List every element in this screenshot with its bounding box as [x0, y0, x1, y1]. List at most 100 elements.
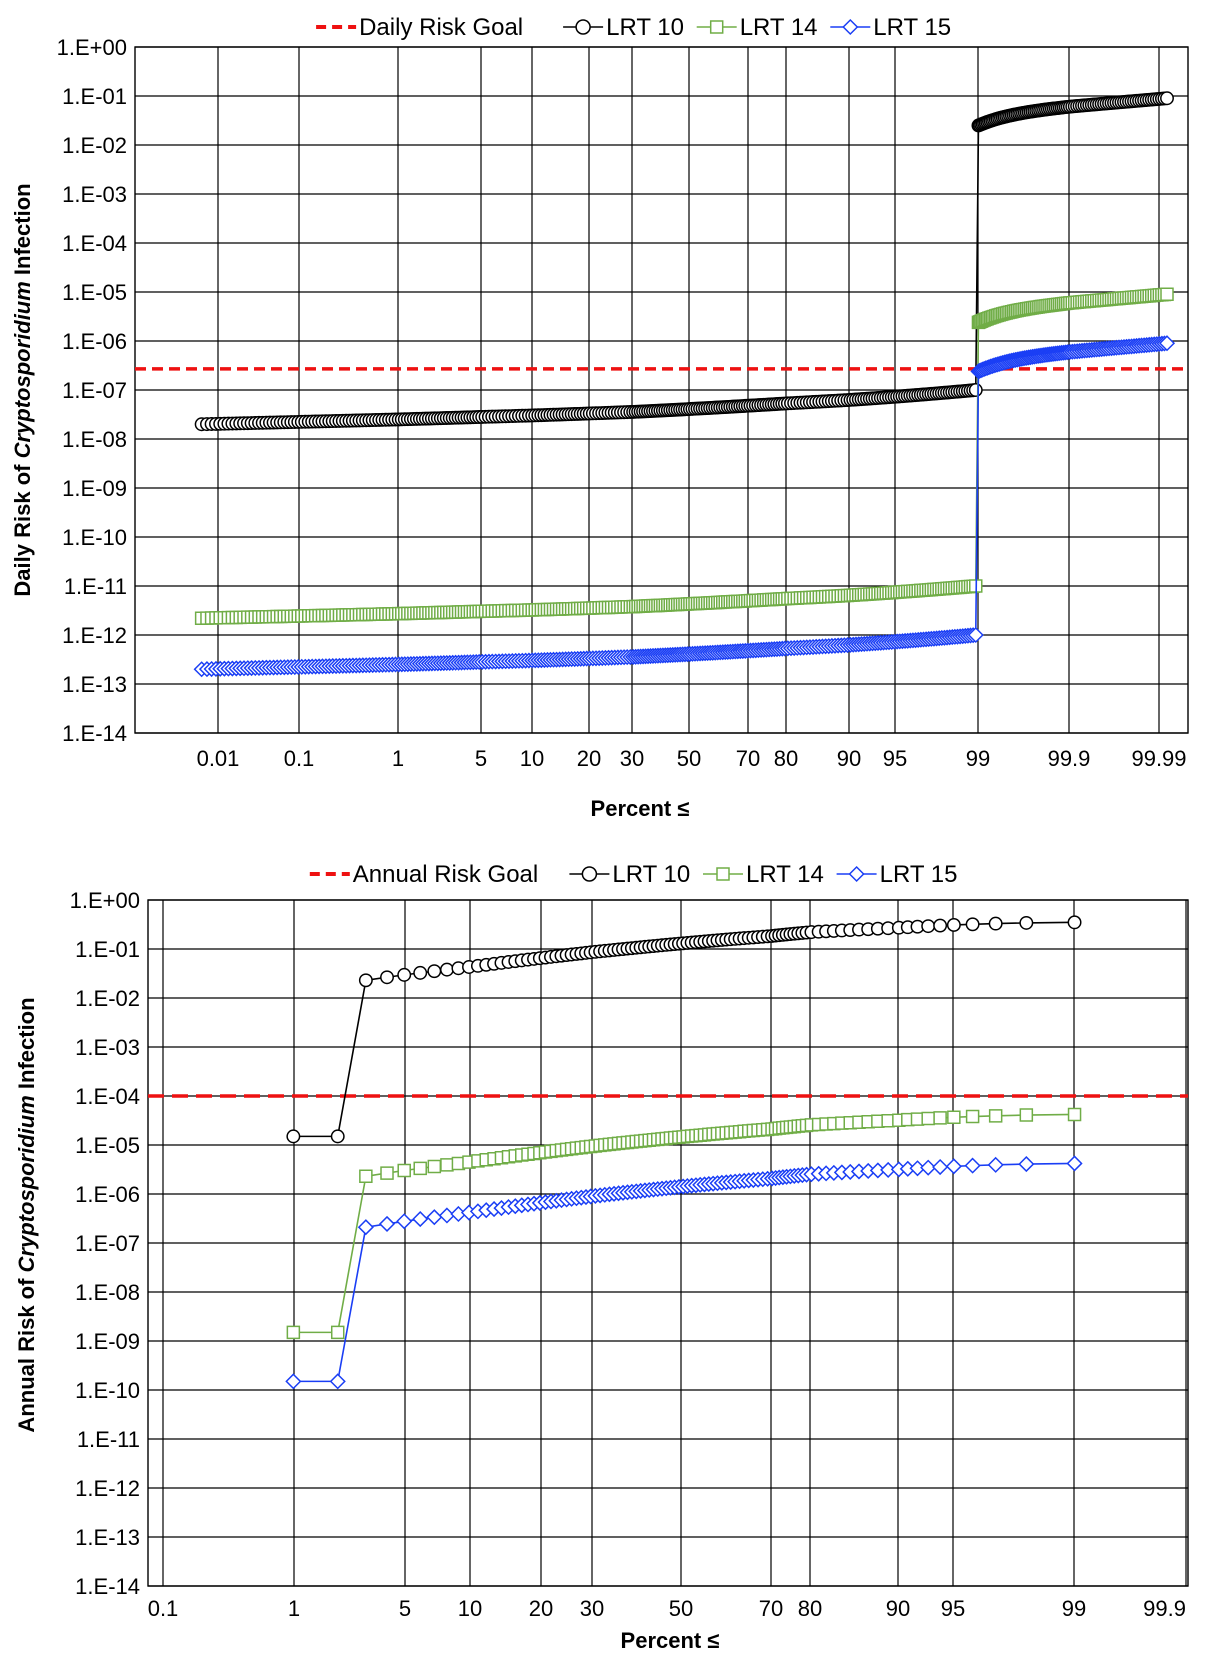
- annual-lrt15-point-7: [438, 1207, 456, 1224]
- daily-ytick-13: 1.E-01: [62, 84, 127, 109]
- annual-legend-item-2: LRT 14: [703, 861, 824, 888]
- annual-legend-label-2: LRT 14: [746, 861, 824, 888]
- daily-xtick-7: 50: [677, 746, 701, 771]
- annual-lrt10-point-2: [358, 973, 373, 988]
- annual-lrt10-point-93: [921, 919, 936, 934]
- annual-y-axis-title: Annual Risk of Cryptosporidium Infection: [14, 997, 39, 1432]
- annual-chart: 1.E-14 1.E-13 1.E-12 1.E-11 1.E-10 1.E-09 1.E-…: [14, 861, 1189, 1653]
- daily-xtick-13: 99.9: [1048, 746, 1091, 771]
- annual-ytick-8: 1.E-06: [75, 1182, 140, 1207]
- annual-ytick-11: 1.E-03: [75, 1035, 140, 1060]
- daily-ytick-14: 1.E+00: [57, 35, 127, 60]
- annual-lrt15-point-93: [920, 1159, 937, 1176]
- daily-legend-item-1: LRT 10: [563, 14, 684, 41]
- daily-lrt15-point-349: [1158, 335, 1176, 352]
- annual-lrt14-point-1: [330, 1325, 345, 1340]
- annual-legend-marker-2: [716, 867, 730, 881]
- annual-lrt15-point-99: [1066, 1155, 1083, 1172]
- annual-ytick-4: 1.E-10: [75, 1378, 140, 1403]
- annual-legend-item-3: LRT 15: [836, 861, 958, 888]
- annual-xtick-9: 90: [886, 1596, 910, 1621]
- annual-lrt15-point-2: [357, 1219, 374, 1236]
- daily-lrt10-point-349: [1160, 91, 1174, 106]
- daily-y-axis-title-part-1: Cryptosporidium: [10, 281, 35, 458]
- annual-lrt14-point-5: [413, 1161, 427, 1176]
- annual-lrt14-point-2: [359, 1169, 373, 1184]
- annual-lrt10-point-95: [946, 918, 961, 932]
- annual-ytick-9: 1.E-05: [75, 1133, 140, 1158]
- daily-ytick-9: 1.E-05: [62, 280, 127, 305]
- annual-lrt15-line: [293, 1162, 1075, 1383]
- annual-lrt10-point-96: [965, 917, 980, 932]
- daily-legend-label-1: LRT 10: [606, 14, 684, 41]
- annual-y-axis-title-part-2: Infection: [14, 997, 39, 1095]
- annual-lrt10-point-99: [1067, 915, 1082, 930]
- annual-lrt14-point-96: [965, 1109, 980, 1124]
- annual-lrt15-point-5: [412, 1211, 429, 1228]
- annual-lrt14-point-93: [921, 1111, 935, 1126]
- daily-xtick-2: 1: [392, 746, 404, 771]
- annual-xtick-11: 99: [1062, 1596, 1086, 1621]
- daily-xtick-1: 0.1: [284, 746, 315, 771]
- daily-xtick-0: 0.01: [197, 746, 240, 771]
- annual-lrt15-point-97: [987, 1156, 1004, 1173]
- annual-lrt10-point-6: [427, 964, 442, 979]
- daily-legend-marker-2: [709, 20, 724, 34]
- annual-lrt15-point-1: [329, 1373, 346, 1390]
- daily-xtick-9: 80: [774, 746, 798, 771]
- daily-lrt15-point-259: [967, 626, 984, 644]
- annual-lrt10-point-5: [413, 965, 428, 980]
- daily-legend-label-2: LRT 14: [740, 14, 818, 41]
- daily-chart: 1.E-14 1.E-13 1.E-12 1.E-11 1.E-10 1.E-09 1.E-…: [10, 14, 1189, 821]
- annual-y-axis-title-part-0: Annual Risk of: [14, 1272, 39, 1432]
- daily-xtick-5: 20: [577, 746, 601, 771]
- annual-ytick-7: 1.E-07: [75, 1231, 140, 1256]
- daily-legend-item-0: Daily Risk Goal: [316, 14, 523, 41]
- annual-lrt15-point-3: [378, 1215, 396, 1232]
- daily-ytick-7: 1.E-07: [62, 378, 127, 403]
- daily-xtick-10: 90: [837, 746, 861, 771]
- annual-lrt14-point-99: [1067, 1107, 1082, 1122]
- annual-lrt14-point-4: [397, 1163, 411, 1178]
- annual-lrt14-point-97: [988, 1109, 1003, 1123]
- daily-xtick-3: 5: [475, 746, 487, 771]
- daily-xtick-4: 10: [520, 746, 544, 771]
- annual-lrt10-line: [293, 921, 1075, 1138]
- annual-legend-label-3: LRT 15: [880, 861, 958, 888]
- annual-legend-marker-3: [848, 865, 865, 883]
- daily-ytick-6: 1.E-08: [62, 427, 127, 452]
- annual-ytick-1: 1.E-13: [75, 1525, 140, 1550]
- annual-legend-label-0: Annual Risk Goal: [353, 861, 538, 888]
- daily-lrt10-line: [201, 97, 1168, 426]
- annual-ytick-12: 1.E-02: [75, 986, 140, 1011]
- annual-y-axis-title-part-1: Cryptosporidium: [14, 1095, 39, 1272]
- daily-ytick-8: 1.E-06: [62, 329, 127, 354]
- annual-xtick-1: 1: [288, 1596, 300, 1621]
- annual-lrt14-point-8: [451, 1156, 466, 1171]
- annual-xtick-8: 80: [798, 1596, 822, 1621]
- annual-lrt10-point-4: [397, 967, 412, 982]
- annual-lrt15-point-94: [932, 1158, 949, 1176]
- daily-y-axis-title: Daily Risk of Cryptosporidium Infection: [10, 183, 35, 596]
- annual-ytick-14: 1.E+00: [70, 888, 140, 913]
- annual-ytick-2: 1.E-12: [75, 1476, 140, 1501]
- daily-xtick-11: 95: [883, 746, 907, 771]
- daily-ytick-0: 1.E-14: [62, 721, 127, 746]
- annual-x-axis-title: Percent ≤: [621, 1628, 720, 1653]
- annual-lrt10-point-7: [439, 962, 454, 977]
- annual-lrt15-point-96: [964, 1157, 981, 1174]
- annual-legend-item-1: LRT 10: [569, 861, 690, 888]
- annual-lrt10-point-0: [286, 1129, 301, 1144]
- daily-ytick-3: 1.E-11: [64, 574, 127, 599]
- annual-xtick-12: 99.9: [1143, 1596, 1186, 1621]
- daily-legend-item-2: LRT 14: [696, 14, 818, 41]
- daily-ytick-4: 1.E-10: [62, 525, 127, 550]
- annual-lrt10-point-98: [1019, 915, 1034, 930]
- annual-xtick-5: 30: [580, 1596, 604, 1621]
- daily-y-axis-title-part-0: Daily Risk of: [10, 458, 35, 596]
- daily-lrt10-point-259: [968, 383, 983, 397]
- daily-ytick-1: 1.E-13: [62, 672, 127, 697]
- annual-xtick-2: 5: [399, 1596, 411, 1621]
- daily-lrt14-line: [201, 293, 1168, 620]
- annual-lrt10-point-1: [330, 1129, 345, 1144]
